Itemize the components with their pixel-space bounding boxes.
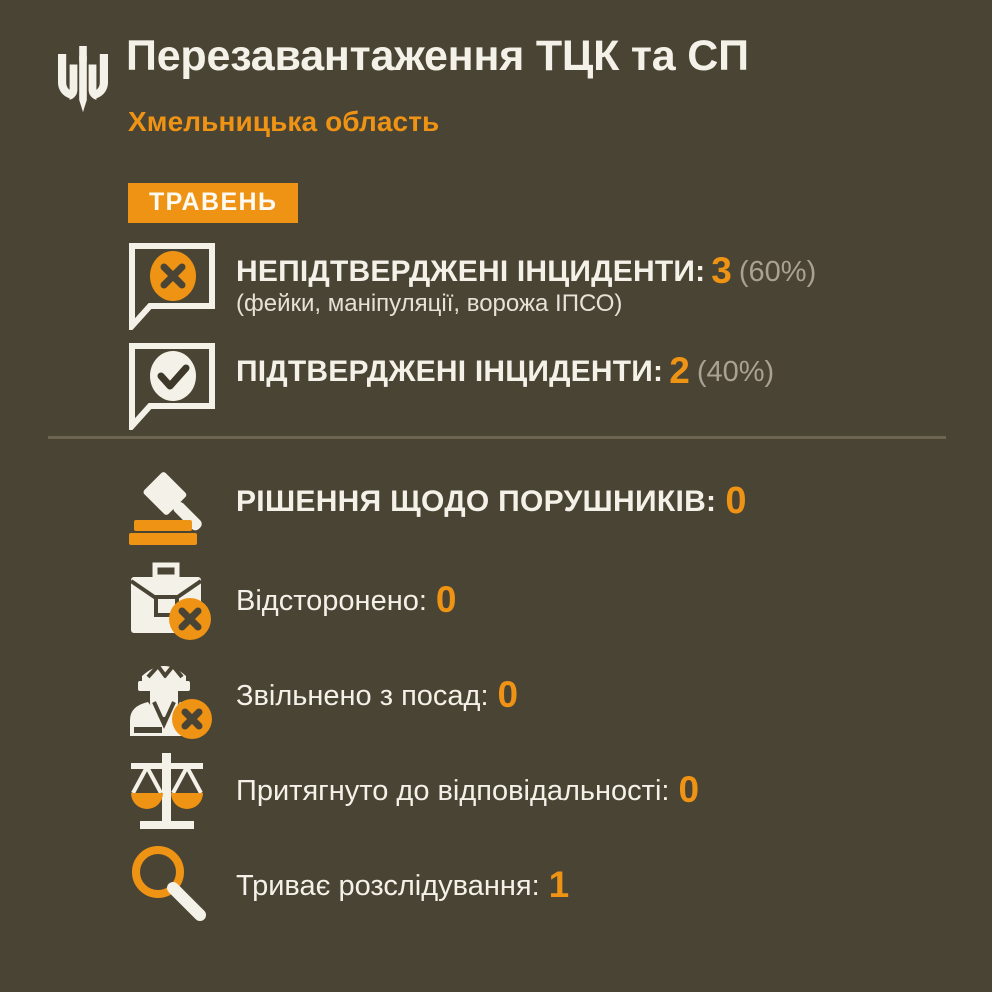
speech-bubble-cross-icon [128,242,216,334]
stat-row-suspended: Відсторонено: 0 [0,557,992,652]
stat-suspended-text: Відсторонено: 0 [236,579,456,621]
scales-of-justice-icon [128,747,220,835]
stat-prosecuted-text: Притягнуто до відповідальності: 0 [236,769,699,811]
stat-investigation-text: Триває розслідування: 1 [236,864,569,906]
incident-confirmed-text: ПІДТВЕРДЖЕНІ ІНЦИДЕНТИ: 2 (40%) [236,350,774,392]
stats-section: РІШЕННЯ ЩОДО ПОРУШНИКІВ: 0 Відсторонено: 0 [0,462,992,937]
incident-unconfirmed-note: (фейки, маніпуляції, ворожа ІПСО) [236,290,623,317]
stat-row-decisions: РІШЕННЯ ЩОДО ПОРУШНИКІВ: 0 [0,462,992,557]
officer-cross-icon [128,652,220,740]
stat-decisions-label: РІШЕННЯ ЩОДО ПОРУШНИКІВ: [236,485,717,518]
stat-prosecuted-value: 0 [678,769,700,810]
month-badge: ТРАВЕНЬ [128,183,299,223]
stat-row-investigation: Триває розслідування: 1 [0,842,992,937]
incident-unconfirmed-percent: (60%) [738,256,817,288]
incident-unconfirmed-value: 3 [711,250,732,291]
incidents-section: НЕПІДТВЕРДЖЕНІ ІНЦИДЕНТИ: 3 (60%) (фейки, … [0,240,992,440]
incident-unconfirmed-text: НЕПІДТВЕРДЖЕНІ ІНЦИДЕНТИ: 3 (60%) [236,250,816,292]
stat-suspended-value: 0 [435,579,457,620]
speech-bubble-check-icon [128,342,216,434]
region-subtitle: Хмельницька область [128,106,440,137]
gavel-icon [128,462,220,550]
stat-investigation-value: 1 [548,864,570,905]
incident-unconfirmed-label: НЕПІДТВЕРДЖЕНІ ІНЦИДЕНТИ: [236,255,706,288]
stat-dismissed-text: Звільнено з посад: 0 [236,674,518,716]
stat-decisions-text: РІШЕННЯ ЩОДО ПОРУШНИКІВ: 0 [236,480,746,523]
page-title: Перезавантаження ТЦК та СП [126,32,749,80]
stat-investigation-label: Триває розслідування: [236,870,540,902]
incident-row-confirmed: ПІДТВЕРДЖЕНІ ІНЦИДЕНТИ: 2 (40%) [0,340,992,440]
magnifier-icon [128,842,220,930]
stat-suspended-label: Відсторонено: [236,585,427,617]
ukraine-trident-icon [55,46,111,112]
incident-confirmed-percent: (40%) [696,356,775,388]
stat-dismissed-value: 0 [497,674,519,715]
incident-confirmed-label: ПІДТВЕРДЖЕНІ ІНЦИДЕНТИ: [236,355,664,388]
stat-row-prosecuted: Притягнуто до відповідальності: 0 [0,747,992,842]
stat-decisions-value: 0 [725,480,747,522]
incident-row-unconfirmed: НЕПІДТВЕРДЖЕНІ ІНЦИДЕНТИ: 3 (60%) (фейки, … [0,240,992,340]
stat-prosecuted-label: Притягнуто до відповідальності: [236,775,670,807]
incident-confirmed-value: 2 [669,350,690,391]
poster-header: Перезавантаження ТЦК та СП Хмельницька о… [0,32,992,154]
section-divider [48,436,946,439]
stat-row-dismissed: Звільнено з посад: 0 [0,652,992,747]
stat-dismissed-label: Звільнено з посад: [236,680,489,712]
briefcase-cross-icon [128,557,220,645]
